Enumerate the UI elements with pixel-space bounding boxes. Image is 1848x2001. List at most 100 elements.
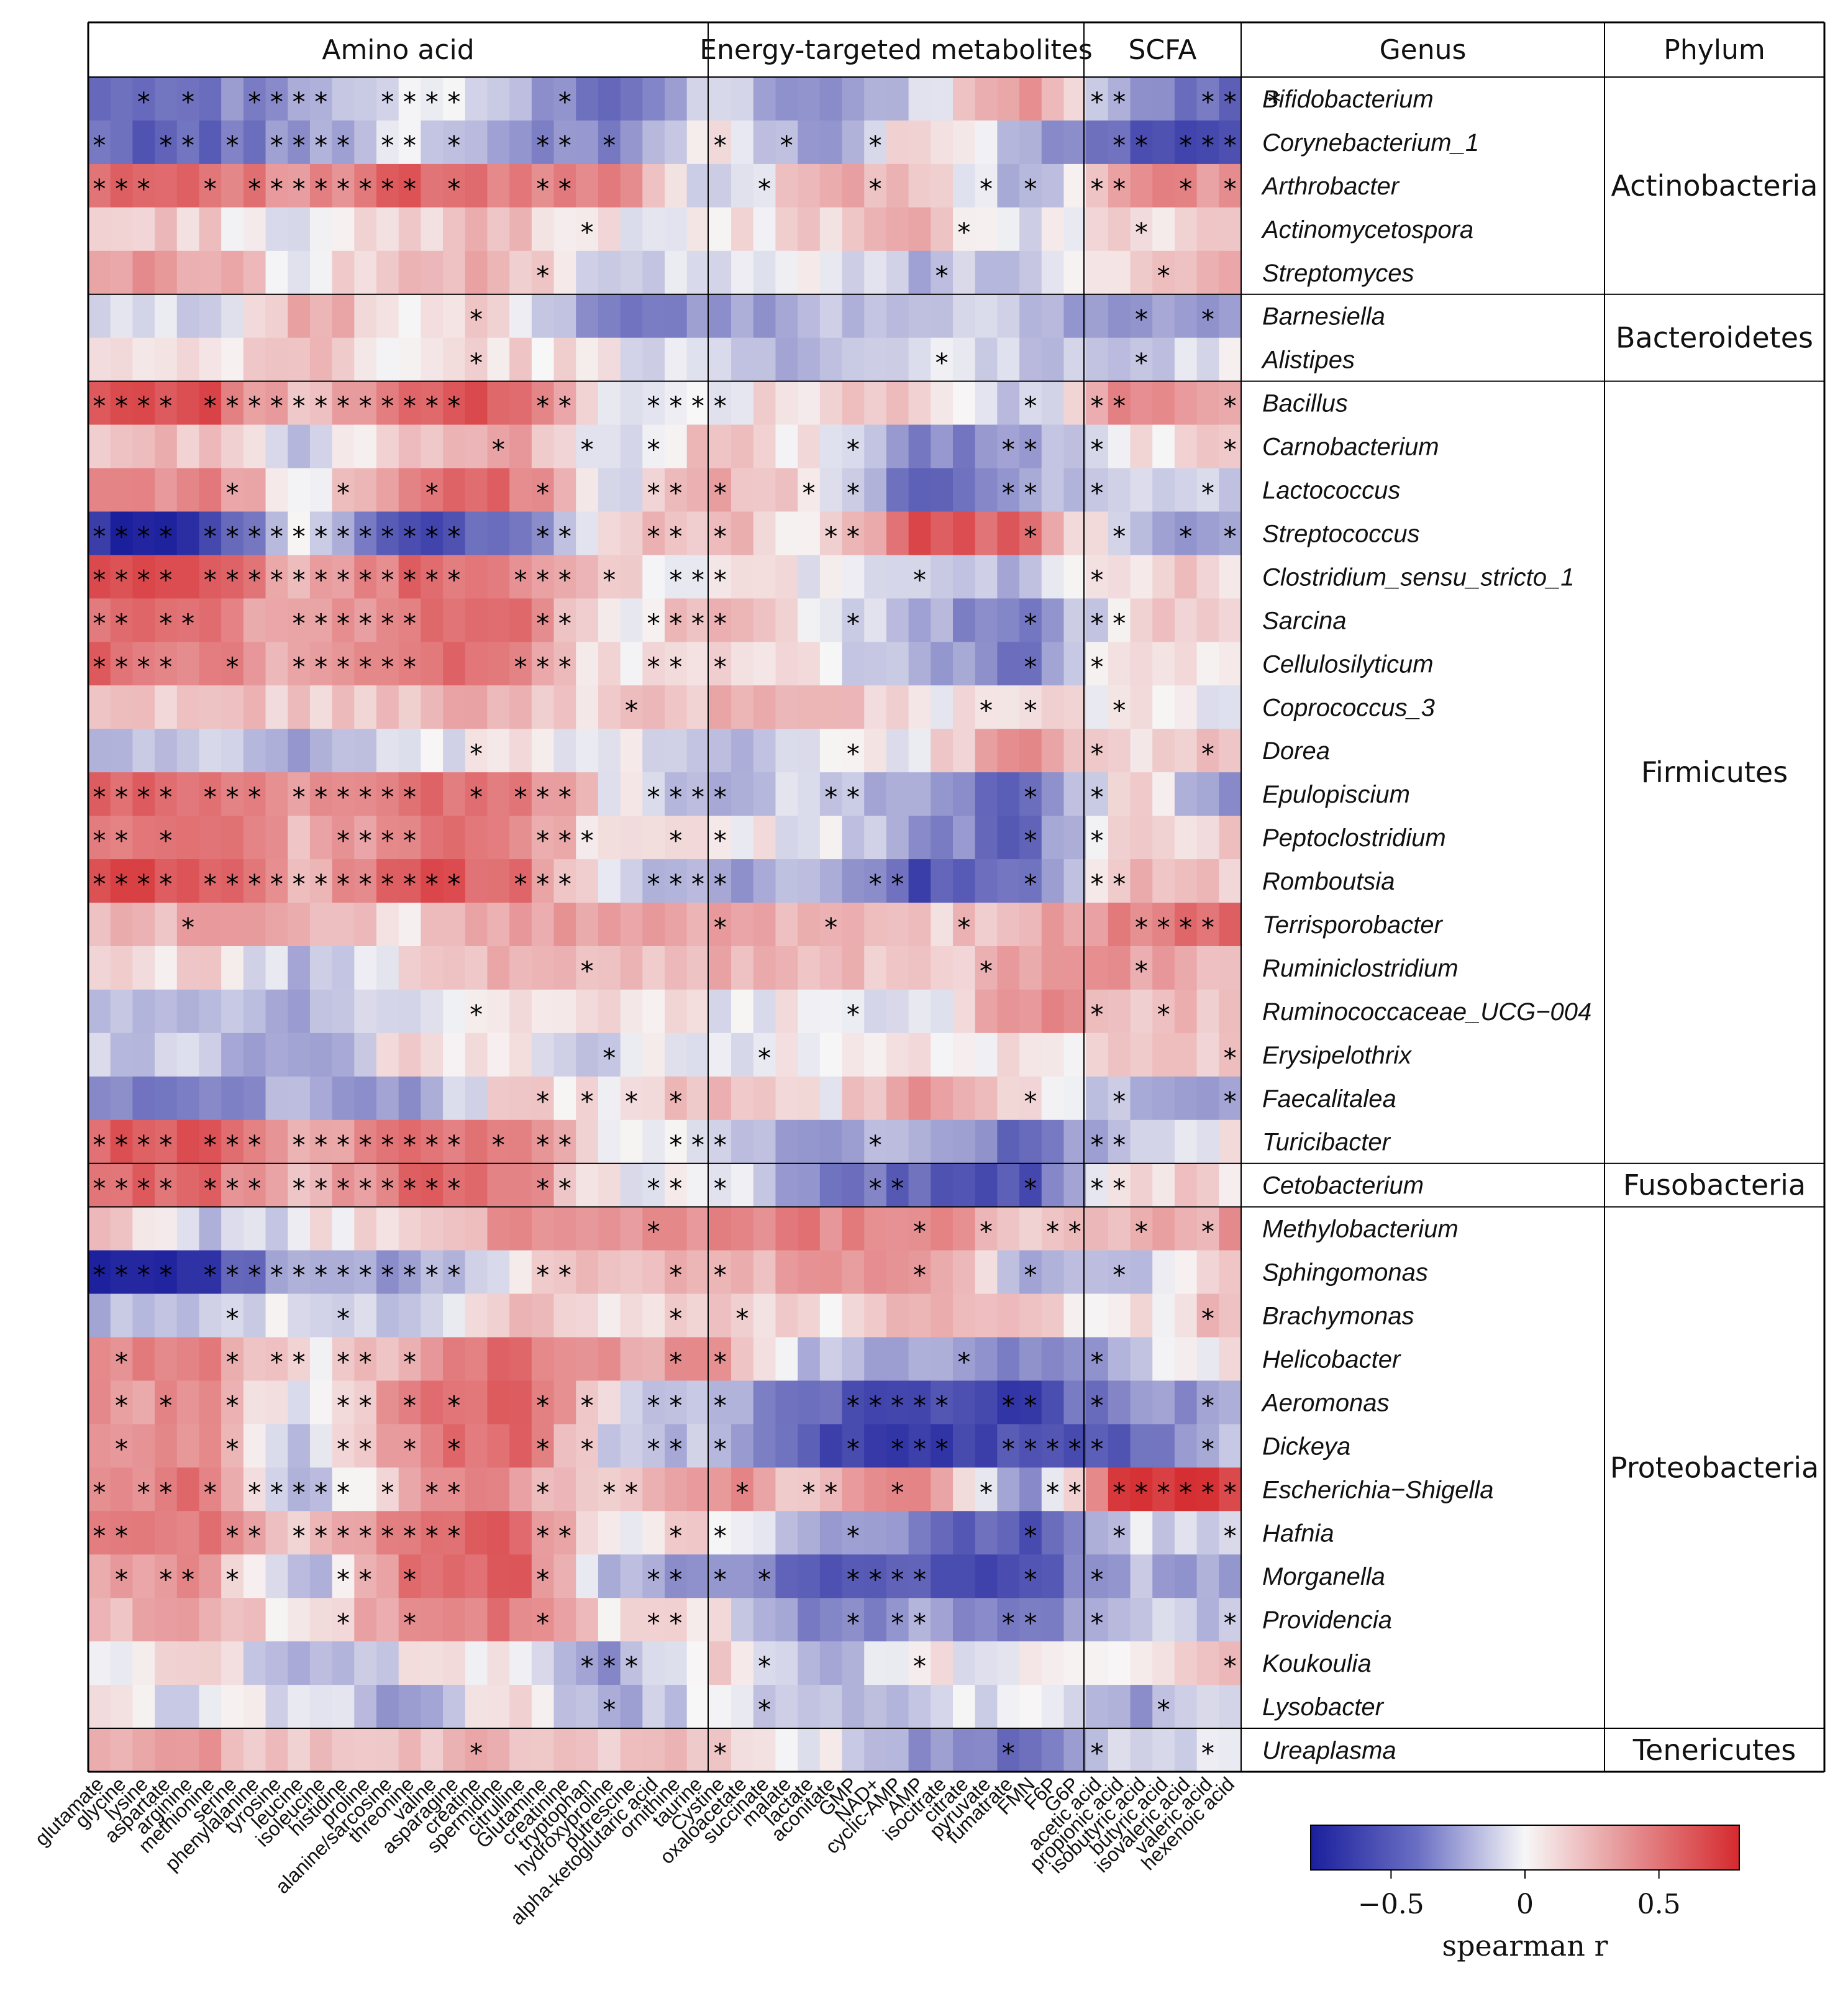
heatmap-cell <box>642 642 665 686</box>
significance-star: * <box>1113 1260 1126 1290</box>
heatmap-cell <box>465 1206 488 1251</box>
heatmap-cell <box>110 1076 133 1121</box>
heatmap-cell <box>487 294 510 339</box>
significance-star: * <box>381 1129 394 1160</box>
heatmap-cell <box>665 1032 688 1077</box>
heatmap-cell <box>1174 859 1198 903</box>
significance-star: * <box>447 130 460 161</box>
heatmap-cell <box>642 903 665 947</box>
heatmap-cell <box>1041 642 1065 686</box>
heatmap-cell <box>908 424 931 469</box>
heatmap-cell <box>288 1337 311 1382</box>
heatmap-cell <box>1152 1598 1175 1642</box>
heatmap-cell <box>487 729 510 773</box>
heatmap-cell <box>1174 1554 1198 1598</box>
heatmap-cell <box>465 685 488 729</box>
significance-star: * <box>980 695 993 726</box>
heatmap-cell <box>1063 1467 1086 1511</box>
significance-star: * <box>93 565 106 595</box>
heatmap-cell <box>620 816 643 860</box>
significance-star: * <box>913 1216 926 1247</box>
heatmap-cell <box>819 337 843 382</box>
heatmap-cell <box>221 555 244 599</box>
heatmap-cell <box>842 1728 865 1772</box>
heatmap-cell <box>509 1206 532 1251</box>
heatmap-cell <box>1196 120 1219 165</box>
significance-star: * <box>1224 1086 1237 1116</box>
heatmap-cell <box>332 729 355 773</box>
heatmap-cell <box>443 250 466 295</box>
heatmap-cell <box>798 1467 821 1511</box>
significance-star: * <box>426 391 439 421</box>
heatmap-cell <box>819 1337 843 1382</box>
significance-star: * <box>403 782 416 813</box>
heatmap-cell <box>487 816 510 860</box>
heatmap-cell <box>1086 424 1109 469</box>
heatmap-cell <box>576 1337 599 1382</box>
heatmap-cell <box>1196 163 1219 208</box>
heatmap-cell <box>864 77 887 121</box>
significance-star: * <box>514 782 527 813</box>
heatmap-cell <box>753 946 776 990</box>
heatmap-cell <box>1041 77 1065 121</box>
heatmap-cell <box>819 424 843 469</box>
heatmap-cell <box>288 555 311 599</box>
heatmap-cell <box>1041 511 1065 556</box>
heatmap-cell <box>576 77 599 121</box>
heatmap-cell <box>842 642 865 686</box>
heatmap-cell <box>265 1685 288 1729</box>
heatmap-cell <box>155 468 178 513</box>
heatmap-cell <box>332 1380 355 1425</box>
significance-star: * <box>159 565 172 595</box>
heatmap-cell <box>443 120 466 165</box>
heatmap-cell <box>686 946 709 990</box>
heatmap-cell <box>88 294 111 339</box>
heatmap-cell <box>931 424 954 469</box>
heatmap-cell <box>886 207 909 252</box>
heatmap-cell <box>487 511 510 556</box>
significance-star: * <box>735 1477 749 1508</box>
heatmap-cell <box>1152 163 1175 208</box>
heatmap-cell <box>354 1032 377 1077</box>
heatmap-cell <box>421 468 444 513</box>
heatmap-cell <box>1086 1380 1109 1425</box>
significance-star: * <box>625 1086 638 1116</box>
heatmap-cell <box>775 337 798 382</box>
significance-star: * <box>714 521 727 552</box>
heatmap-cell <box>88 120 111 165</box>
heatmap-cell <box>997 1250 1020 1295</box>
heatmap-cell <box>88 1250 111 1295</box>
significance-star: * <box>847 999 860 1029</box>
heatmap-cell <box>709 1511 732 1555</box>
heatmap-cell <box>465 381 488 426</box>
heatmap-cell <box>1130 1250 1153 1295</box>
heatmap-cell <box>798 120 821 165</box>
heatmap-cell <box>1041 729 1065 773</box>
heatmap-cell <box>642 207 665 252</box>
heatmap-cell <box>775 1076 798 1121</box>
heatmap-cell <box>975 120 998 165</box>
heatmap-cell <box>155 1467 178 1511</box>
heatmap-cell <box>265 859 288 903</box>
heatmap-cell <box>88 642 111 686</box>
significance-star: * <box>248 1477 261 1508</box>
heatmap-cell <box>487 642 510 686</box>
heatmap-cell <box>1152 685 1175 729</box>
heatmap-cell <box>931 946 954 990</box>
heatmap-cell <box>376 989 399 1034</box>
heatmap-cell <box>176 424 200 469</box>
significance-star: * <box>159 1477 172 1508</box>
heatmap-cell <box>88 1337 111 1382</box>
heatmap-cell <box>886 1206 909 1251</box>
significance-star: * <box>137 87 150 117</box>
heatmap-cell <box>798 1685 821 1729</box>
heatmap-cell <box>288 1641 311 1685</box>
heatmap-cell <box>1174 1032 1198 1077</box>
heatmap-cell <box>598 77 621 121</box>
heatmap-cell <box>997 1511 1020 1555</box>
significance-star: * <box>447 521 460 552</box>
heatmap-cell <box>1108 903 1131 947</box>
heatmap-cell <box>176 1641 200 1685</box>
heatmap-cell <box>997 511 1020 556</box>
heatmap-cell <box>686 1293 709 1338</box>
